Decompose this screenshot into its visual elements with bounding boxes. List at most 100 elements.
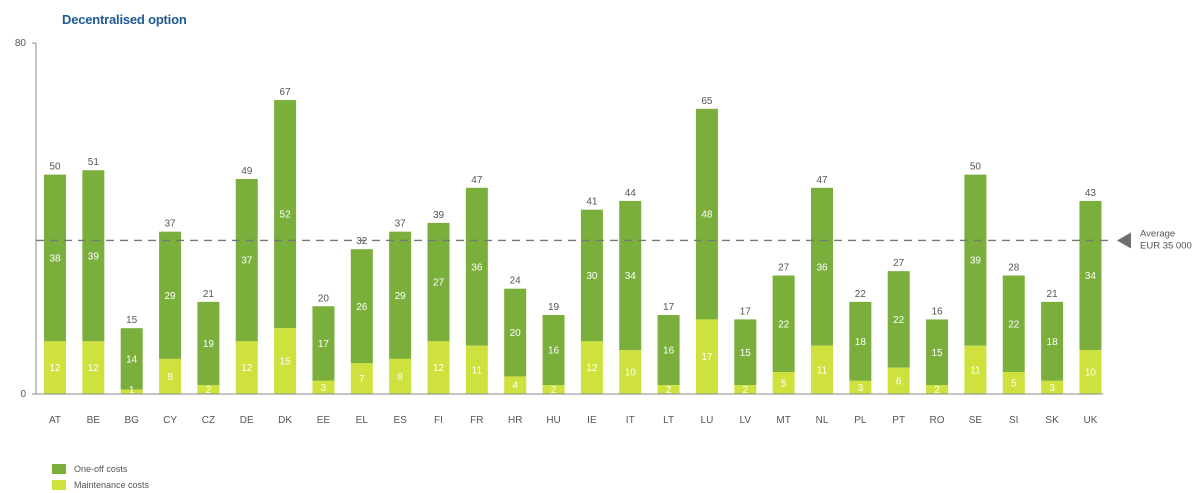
label-maintenance-pl: 3 xyxy=(858,383,864,394)
y-tick-label-0: 0 xyxy=(20,389,26,400)
legend-swatch-maintenance xyxy=(52,480,66,490)
label-one-off-lu: 48 xyxy=(701,210,713,221)
x-tick-label-el: EL xyxy=(356,415,369,426)
bar-maintenance-cy xyxy=(159,358,182,394)
x-tick-label-pl: PL xyxy=(854,415,867,426)
average-marker-icon xyxy=(1117,232,1131,249)
bar-one-off-pt xyxy=(887,271,910,368)
bar-one-off-de xyxy=(235,179,258,342)
bar-one-off-ro xyxy=(926,319,949,386)
x-tick-label-de: DE xyxy=(240,415,254,426)
bar-one-off-be xyxy=(82,170,105,342)
label-total-ie: 41 xyxy=(586,197,598,208)
label-one-off-cy: 29 xyxy=(164,291,176,302)
label-one-off-uk: 34 xyxy=(1085,271,1097,282)
label-total-pt: 27 xyxy=(893,258,905,269)
label-one-off-de: 37 xyxy=(241,256,253,267)
bar-one-off-at xyxy=(44,174,66,342)
label-maintenance-hu: 2 xyxy=(551,385,557,396)
x-tick-label-cz: CZ xyxy=(202,415,215,426)
label-one-off-ee: 17 xyxy=(318,339,330,350)
label-total-dk: 67 xyxy=(280,87,292,98)
label-maintenance-ro: 2 xyxy=(934,385,940,396)
bar-one-off-se xyxy=(964,174,987,346)
label-maintenance-nl: 11 xyxy=(817,365,828,376)
label-total-el: 32 xyxy=(356,236,368,247)
bar-maintenance-ro xyxy=(926,385,949,394)
bar-one-off-es xyxy=(389,231,412,359)
label-maintenance-mt: 5 xyxy=(781,379,787,390)
label-maintenance-it: 10 xyxy=(625,368,637,379)
label-total-lv: 17 xyxy=(740,306,752,317)
x-tick-label-cy: CY xyxy=(163,415,177,426)
label-one-off-ie: 30 xyxy=(586,271,598,282)
label-total-lu: 65 xyxy=(701,96,713,107)
label-total-pl: 22 xyxy=(855,289,867,300)
label-one-off-lv: 15 xyxy=(740,348,752,359)
x-tick-label-hr: HR xyxy=(508,415,522,426)
bar-one-off-sk xyxy=(1041,301,1064,381)
bar-one-off-nl xyxy=(811,187,833,346)
label-one-off-fr: 36 xyxy=(471,262,483,273)
label-maintenance-ie: 12 xyxy=(586,363,598,374)
label-maintenance-uk: 10 xyxy=(1085,368,1097,379)
x-tick-label-hu: HU xyxy=(546,415,560,426)
bar-maintenance-bg xyxy=(120,389,143,394)
bar-maintenance-lv xyxy=(734,385,757,394)
label-maintenance-fr: 11 xyxy=(472,365,483,376)
average-label-line1: Average xyxy=(1140,228,1175,239)
x-tick-label-fr: FR xyxy=(470,415,483,426)
label-maintenance-bg: 1 xyxy=(129,385,135,396)
bar-maintenance-at xyxy=(44,341,66,394)
x-tick-label-si: SI xyxy=(1009,415,1018,426)
x-tick-label-be: BE xyxy=(87,415,101,426)
label-total-cz: 21 xyxy=(203,289,215,300)
bar-one-off-lu xyxy=(695,108,718,320)
label-total-es: 37 xyxy=(395,219,407,230)
bar-maintenance-pl xyxy=(849,380,872,394)
label-one-off-pt: 22 xyxy=(893,315,905,326)
label-one-off-sk: 18 xyxy=(1047,337,1059,348)
label-one-off-dk: 52 xyxy=(280,210,292,221)
x-tick-label-ro: RO xyxy=(930,415,945,426)
label-one-off-es: 29 xyxy=(395,291,407,302)
bar-one-off-bg xyxy=(120,328,143,390)
label-total-de: 49 xyxy=(241,166,253,177)
label-maintenance-cy: 8 xyxy=(167,372,173,383)
x-tick-label-dk: DK xyxy=(278,415,292,426)
label-one-off-it: 34 xyxy=(625,271,637,282)
label-maintenance-at: 12 xyxy=(49,363,61,374)
x-tick-label-bg: BG xyxy=(124,415,139,426)
bar-one-off-si xyxy=(1002,275,1025,373)
bar-one-off-dk xyxy=(274,100,297,329)
x-tick-label-sk: SK xyxy=(1045,415,1059,426)
label-one-off-be: 39 xyxy=(88,251,100,262)
bar-one-off-fi xyxy=(427,222,450,342)
bar-one-off-pl xyxy=(849,301,872,381)
label-maintenance-ee: 3 xyxy=(321,383,327,394)
x-tick-label-pt: PT xyxy=(892,415,905,426)
bar-maintenance-pt xyxy=(887,367,910,394)
label-total-bg: 15 xyxy=(126,315,138,326)
bar-maintenance-lu xyxy=(695,319,718,394)
bar-maintenance-sk xyxy=(1041,380,1064,394)
bar-maintenance-fr xyxy=(465,345,488,394)
label-total-si: 28 xyxy=(1008,263,1020,274)
bar-one-off-mt xyxy=(772,275,795,373)
bar-one-off-hr xyxy=(504,288,527,377)
x-tick-label-uk: UK xyxy=(1083,415,1097,426)
legend-swatch-one-off xyxy=(52,464,66,474)
label-one-off-mt: 22 xyxy=(778,319,790,330)
bar-one-off-hu xyxy=(542,315,565,386)
bar-maintenance-cz xyxy=(197,385,220,394)
legend-label-one-off: One-off costs xyxy=(74,464,128,474)
label-maintenance-de: 12 xyxy=(241,363,253,374)
label-total-cy: 37 xyxy=(164,219,176,230)
label-one-off-fi: 27 xyxy=(433,278,445,289)
legend: One-off costs Maintenance costs xyxy=(52,461,149,493)
x-tick-label-lv: LV xyxy=(740,415,752,426)
average-label-line2: EUR 35 000 xyxy=(1140,240,1192,251)
bar-maintenance-es xyxy=(389,358,412,394)
x-tick-label-fi: FI xyxy=(434,415,443,426)
legend-label-maintenance: Maintenance costs xyxy=(74,480,150,490)
